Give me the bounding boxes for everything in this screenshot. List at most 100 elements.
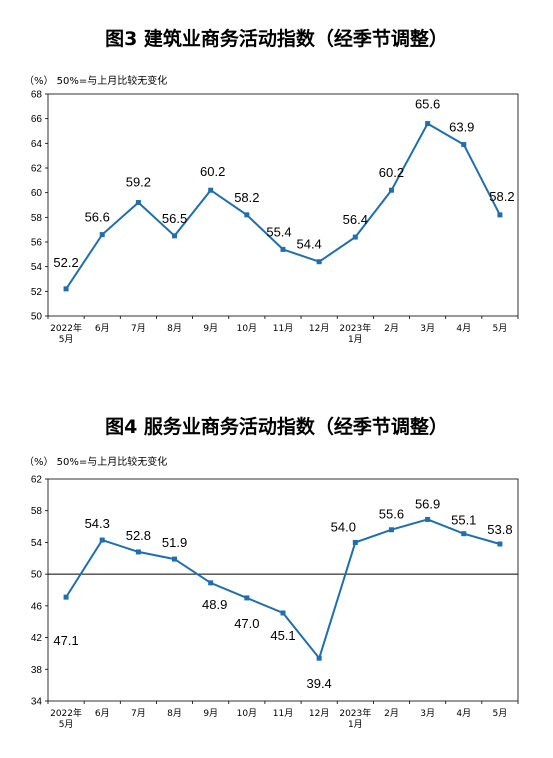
data-label: 60.2 — [200, 164, 225, 179]
x-tick-label: 12月 — [309, 323, 329, 334]
data-point — [352, 539, 358, 545]
x-tick-label: 5月 — [59, 719, 74, 730]
x-tick-label: 7月 — [131, 708, 146, 719]
y-tick-label: 54 — [31, 538, 43, 549]
y-tick-label: 46 — [31, 601, 43, 612]
data-point — [99, 537, 105, 543]
data-label: 51.9 — [162, 535, 187, 550]
data-point — [135, 200, 141, 206]
data-label: 54.3 — [85, 516, 110, 531]
x-tick-label: 5月 — [59, 334, 74, 345]
data-point — [461, 531, 467, 537]
data-label: 63.9 — [449, 120, 474, 135]
data-point — [425, 516, 431, 522]
chart-title: 图3 建筑业商务活动指数（经季节调整） — [105, 28, 448, 50]
unit-note: （%） 50%=与上月比较无变化 — [24, 457, 168, 468]
x-tick-label: 7月 — [131, 323, 146, 334]
data-label: 59.2 — [126, 175, 151, 190]
x-tick-label: 10月 — [237, 323, 257, 334]
x-tick-label: 6月 — [95, 323, 110, 334]
data-point — [99, 232, 105, 238]
x-tick-label: 2023年 — [339, 707, 371, 719]
y-tick-label: 60 — [31, 188, 43, 199]
data-point — [280, 610, 286, 616]
x-tick-label: 2月 — [384, 708, 399, 719]
data-label: 56.9 — [415, 496, 440, 511]
data-label: 55.4 — [266, 224, 291, 239]
y-tick-label: 34 — [31, 697, 43, 708]
data-label: 47.1 — [53, 633, 78, 648]
data-point — [388, 187, 394, 193]
data-point — [63, 286, 69, 292]
data-label: 56.5 — [162, 211, 187, 226]
x-tick-label: 1月 — [348, 334, 363, 345]
x-tick-label: 9月 — [203, 708, 218, 719]
y-tick-label: 56 — [31, 238, 43, 249]
data-label: 54.0 — [331, 519, 356, 534]
data-point — [316, 259, 322, 265]
x-tick-label: 2022年 — [50, 322, 82, 334]
data-point — [208, 580, 214, 586]
data-point — [172, 556, 178, 562]
x-tick-label: 3月 — [420, 323, 435, 334]
data-point — [172, 233, 178, 239]
data-point — [244, 212, 250, 218]
data-label: 55.1 — [451, 513, 476, 528]
x-tick-label: 3月 — [420, 708, 435, 719]
data-label: 55.6 — [379, 507, 404, 522]
y-tick-label: 62 — [31, 164, 43, 175]
y-tick-label: 58 — [31, 506, 43, 517]
y-tick-label: 50 — [31, 312, 43, 323]
data-label: 60.2 — [379, 165, 404, 180]
x-tick-label: 10月 — [237, 708, 257, 719]
y-tick-label: 68 — [31, 90, 43, 101]
x-tick-label: 8月 — [167, 708, 182, 719]
chart-title: 图4 服务业商务活动指数（经季节调整） — [105, 416, 448, 438]
data-point — [497, 212, 503, 218]
x-tick-label: 12月 — [309, 708, 329, 719]
x-tick-label: 5月 — [493, 708, 508, 719]
data-point — [280, 246, 286, 252]
y-tick-label: 64 — [31, 139, 43, 150]
data-label: 53.8 — [487, 522, 512, 537]
data-point — [497, 541, 503, 547]
y-tick-label: 50 — [31, 570, 43, 581]
x-tick-label: 5月 — [493, 323, 508, 334]
data-point — [388, 527, 394, 533]
x-tick-label: 6月 — [95, 708, 110, 719]
y-tick-label: 62 — [31, 475, 43, 486]
data-label: 47.0 — [234, 616, 259, 631]
unit-note: （%） 50%=与上月比较无变化 — [24, 76, 168, 87]
data-label: 39.4 — [306, 676, 331, 691]
y-tick-label: 42 — [31, 633, 43, 644]
x-tick-label: 11月 — [273, 323, 293, 334]
data-point — [208, 187, 214, 193]
x-tick-label: 2022年 — [50, 707, 82, 719]
data-label: 48.9 — [202, 597, 227, 612]
data-label: 58.2 — [234, 190, 259, 205]
plot-area — [47, 93, 519, 317]
data-point — [63, 594, 69, 600]
data-label: 54.4 — [296, 237, 321, 252]
y-tick-label: 54 — [31, 262, 43, 273]
x-tick-label: 4月 — [456, 323, 471, 334]
chart-services: 图4 服务业商务活动指数（经季节调整） （%） 50%=与上月比较无变化 34 3… — [0, 380, 553, 758]
x-tick-label: 2023年 — [339, 322, 371, 334]
x-tick-label: 1月 — [348, 719, 363, 730]
x-tick-label: 4月 — [456, 708, 471, 719]
plot-area — [47, 478, 519, 702]
x-tick-label: 8月 — [167, 323, 182, 334]
data-label: 52.8 — [126, 528, 151, 543]
data-point — [352, 234, 358, 240]
data-label: 58.2 — [489, 189, 514, 204]
y-tick-label: 38 — [31, 665, 43, 676]
data-point — [244, 595, 250, 601]
data-label: 56.6 — [85, 210, 110, 225]
data-point — [316, 655, 322, 661]
series-line — [65, 122, 501, 290]
data-label: 52.2 — [53, 255, 78, 270]
y-tick-label: 52 — [31, 287, 43, 298]
x-tick-label: 2月 — [384, 323, 399, 334]
